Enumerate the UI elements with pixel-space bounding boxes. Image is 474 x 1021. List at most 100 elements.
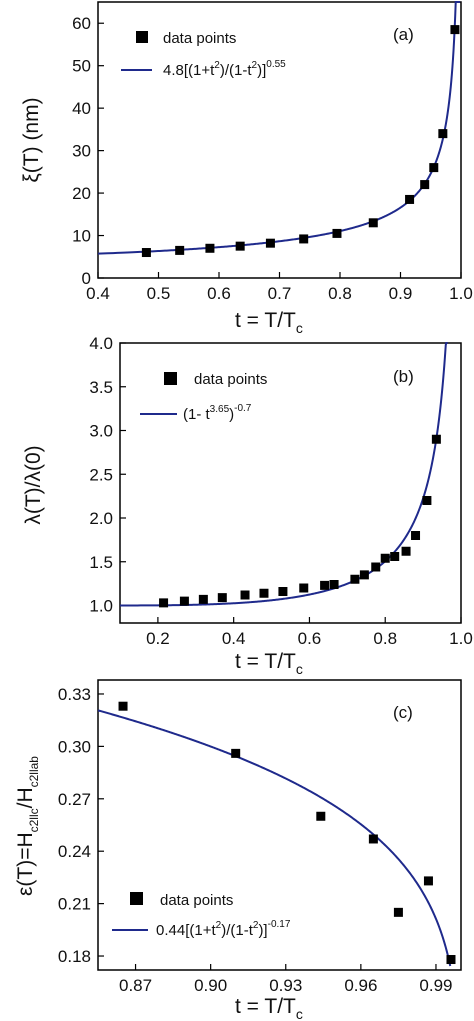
data-point: [401, 546, 411, 556]
data-point: [368, 834, 378, 844]
y-tick-label: 50: [72, 57, 91, 76]
y-tick-label: 10: [72, 227, 91, 246]
x-tick-label: 0.96: [344, 976, 377, 995]
data-point: [265, 238, 275, 248]
data-point: [431, 434, 441, 444]
data-point: [332, 228, 342, 238]
y-tick-label: 0.33: [58, 685, 91, 704]
y-tick-label: 0.21: [58, 895, 91, 914]
y-tick-label: 60: [72, 14, 91, 33]
data-point: [240, 590, 250, 600]
x-tick-label: 0.7: [268, 284, 292, 303]
x-tick-label: 1.0: [449, 629, 473, 648]
y-tick-label: 1.5: [89, 553, 113, 572]
data-point: [405, 194, 415, 204]
data-point: [141, 248, 151, 258]
y-tick-label: 20: [72, 184, 91, 203]
y-tick-label: 2.5: [89, 465, 113, 484]
data-point: [450, 25, 460, 35]
data-point: [299, 234, 309, 244]
y-tick-label: 0: [82, 269, 91, 288]
panel-b-legend-fit-label: (1- t3.65)-0.7: [183, 403, 252, 423]
data-point: [423, 876, 433, 886]
y-tick-label: 30: [72, 142, 91, 161]
x-tick-label: 1.0: [449, 284, 473, 303]
y-tick-label: 0.18: [58, 947, 91, 966]
data-point: [179, 596, 189, 606]
x-tick-label: 0.4: [222, 629, 246, 648]
data-point: [235, 241, 245, 251]
data-point: [446, 955, 456, 965]
data-point: [175, 245, 185, 255]
data-point: [217, 593, 227, 603]
panel-b-y-axis-label: λ(T)/λ(0): [22, 445, 45, 524]
data-point: [231, 748, 241, 758]
panel-c: 0.87 0.90 0.93 0.96 0.99 0.18 0.21 0.24 0.27 0.3…: [14, 679, 462, 1021]
data-point: [422, 496, 432, 505]
y-tick-label: 4.0: [89, 334, 113, 353]
data-point: [198, 594, 208, 604]
y-tick-label: 40: [72, 99, 91, 118]
data-point: [420, 180, 430, 190]
panel-c-legend-fit-label: 0.44[(1+t2)/(1-t2)]-0.17: [156, 919, 291, 939]
y-tick-label: 3.5: [89, 378, 113, 397]
x-tick-label: 0.99: [419, 976, 452, 995]
data-point: [390, 552, 400, 561]
y-tick-label: 0.27: [58, 790, 91, 809]
data-point: [359, 570, 369, 580]
data-point: [205, 243, 215, 253]
data-point: [118, 701, 128, 711]
panel-b-legend-marker: [164, 372, 177, 385]
panel-a-annotation: (a): [393, 25, 414, 44]
y-tick-label: 1.0: [89, 597, 113, 616]
panel-b-annotation: (b): [393, 367, 414, 386]
data-point: [350, 574, 360, 584]
panel-c-x-axis-label: t = T/Tc: [235, 995, 303, 1021]
panel-b-legend-points-label: data points: [194, 371, 267, 388]
panel-a-legend-marker: [136, 31, 148, 43]
panel-c-annotation: (c): [393, 703, 413, 722]
panel-b-x-axis-label: t = T/Tc: [235, 650, 303, 677]
panel-a-y-axis-label: ξ(T) (nm): [20, 97, 43, 182]
panel-c-frame: [97, 679, 462, 971]
x-tick-label: 0.6: [298, 629, 322, 648]
x-tick-label: 0.9: [389, 284, 413, 303]
x-tick-label: 0.93: [269, 976, 302, 995]
panel-c-legend-marker: [130, 892, 143, 905]
data-point: [316, 811, 326, 821]
panel-a-x-axis-label: t = T/Tc: [235, 309, 303, 336]
x-tick-label: 0.6: [207, 284, 231, 303]
x-tick-label: 0.4: [86, 284, 110, 303]
data-point: [371, 562, 381, 572]
panel-c-legend-points-label: data points: [160, 892, 233, 909]
data-point: [329, 580, 339, 589]
panel-a-legend-fit-label: 4.8[(1+t2)/(1-t2)]0.55: [163, 59, 286, 79]
data-point: [278, 587, 288, 596]
x-tick-label: 0.5: [147, 284, 171, 303]
data-point: [159, 598, 169, 608]
y-tick-label: 0.24: [58, 842, 91, 861]
data-point: [299, 583, 309, 593]
x-tick-label: 0.87: [119, 976, 152, 995]
data-point: [429, 163, 439, 173]
x-tick-label: 0.8: [328, 284, 352, 303]
data-point: [368, 218, 378, 228]
panel-c-fit-curve: [97, 709, 452, 967]
data-point: [438, 129, 448, 139]
panel-a-legend-points-label: data points: [163, 30, 236, 47]
y-tick-label: 3.0: [89, 422, 113, 441]
panel-b: 0.2 0.4 0.6 0.8 1.0 1.0 1.5 2.0 2.5 3.0 3.5 4.0 (b…: [22, 334, 473, 677]
y-tick-label: 2.0: [89, 509, 113, 528]
data-point: [259, 588, 269, 598]
x-tick-label: 0.2: [146, 629, 170, 648]
data-point: [393, 907, 403, 917]
data-point: [411, 531, 421, 540]
panel-c-y-axis-label: ε(T)=Hc2llc/Hc2llab: [14, 756, 41, 896]
x-tick-label: 0.90: [194, 976, 227, 995]
panel-b-frame: [119, 342, 462, 624]
y-tick-label: 0.30: [58, 737, 91, 756]
data-point: [380, 553, 390, 563]
x-tick-label: 0.8: [373, 629, 397, 648]
